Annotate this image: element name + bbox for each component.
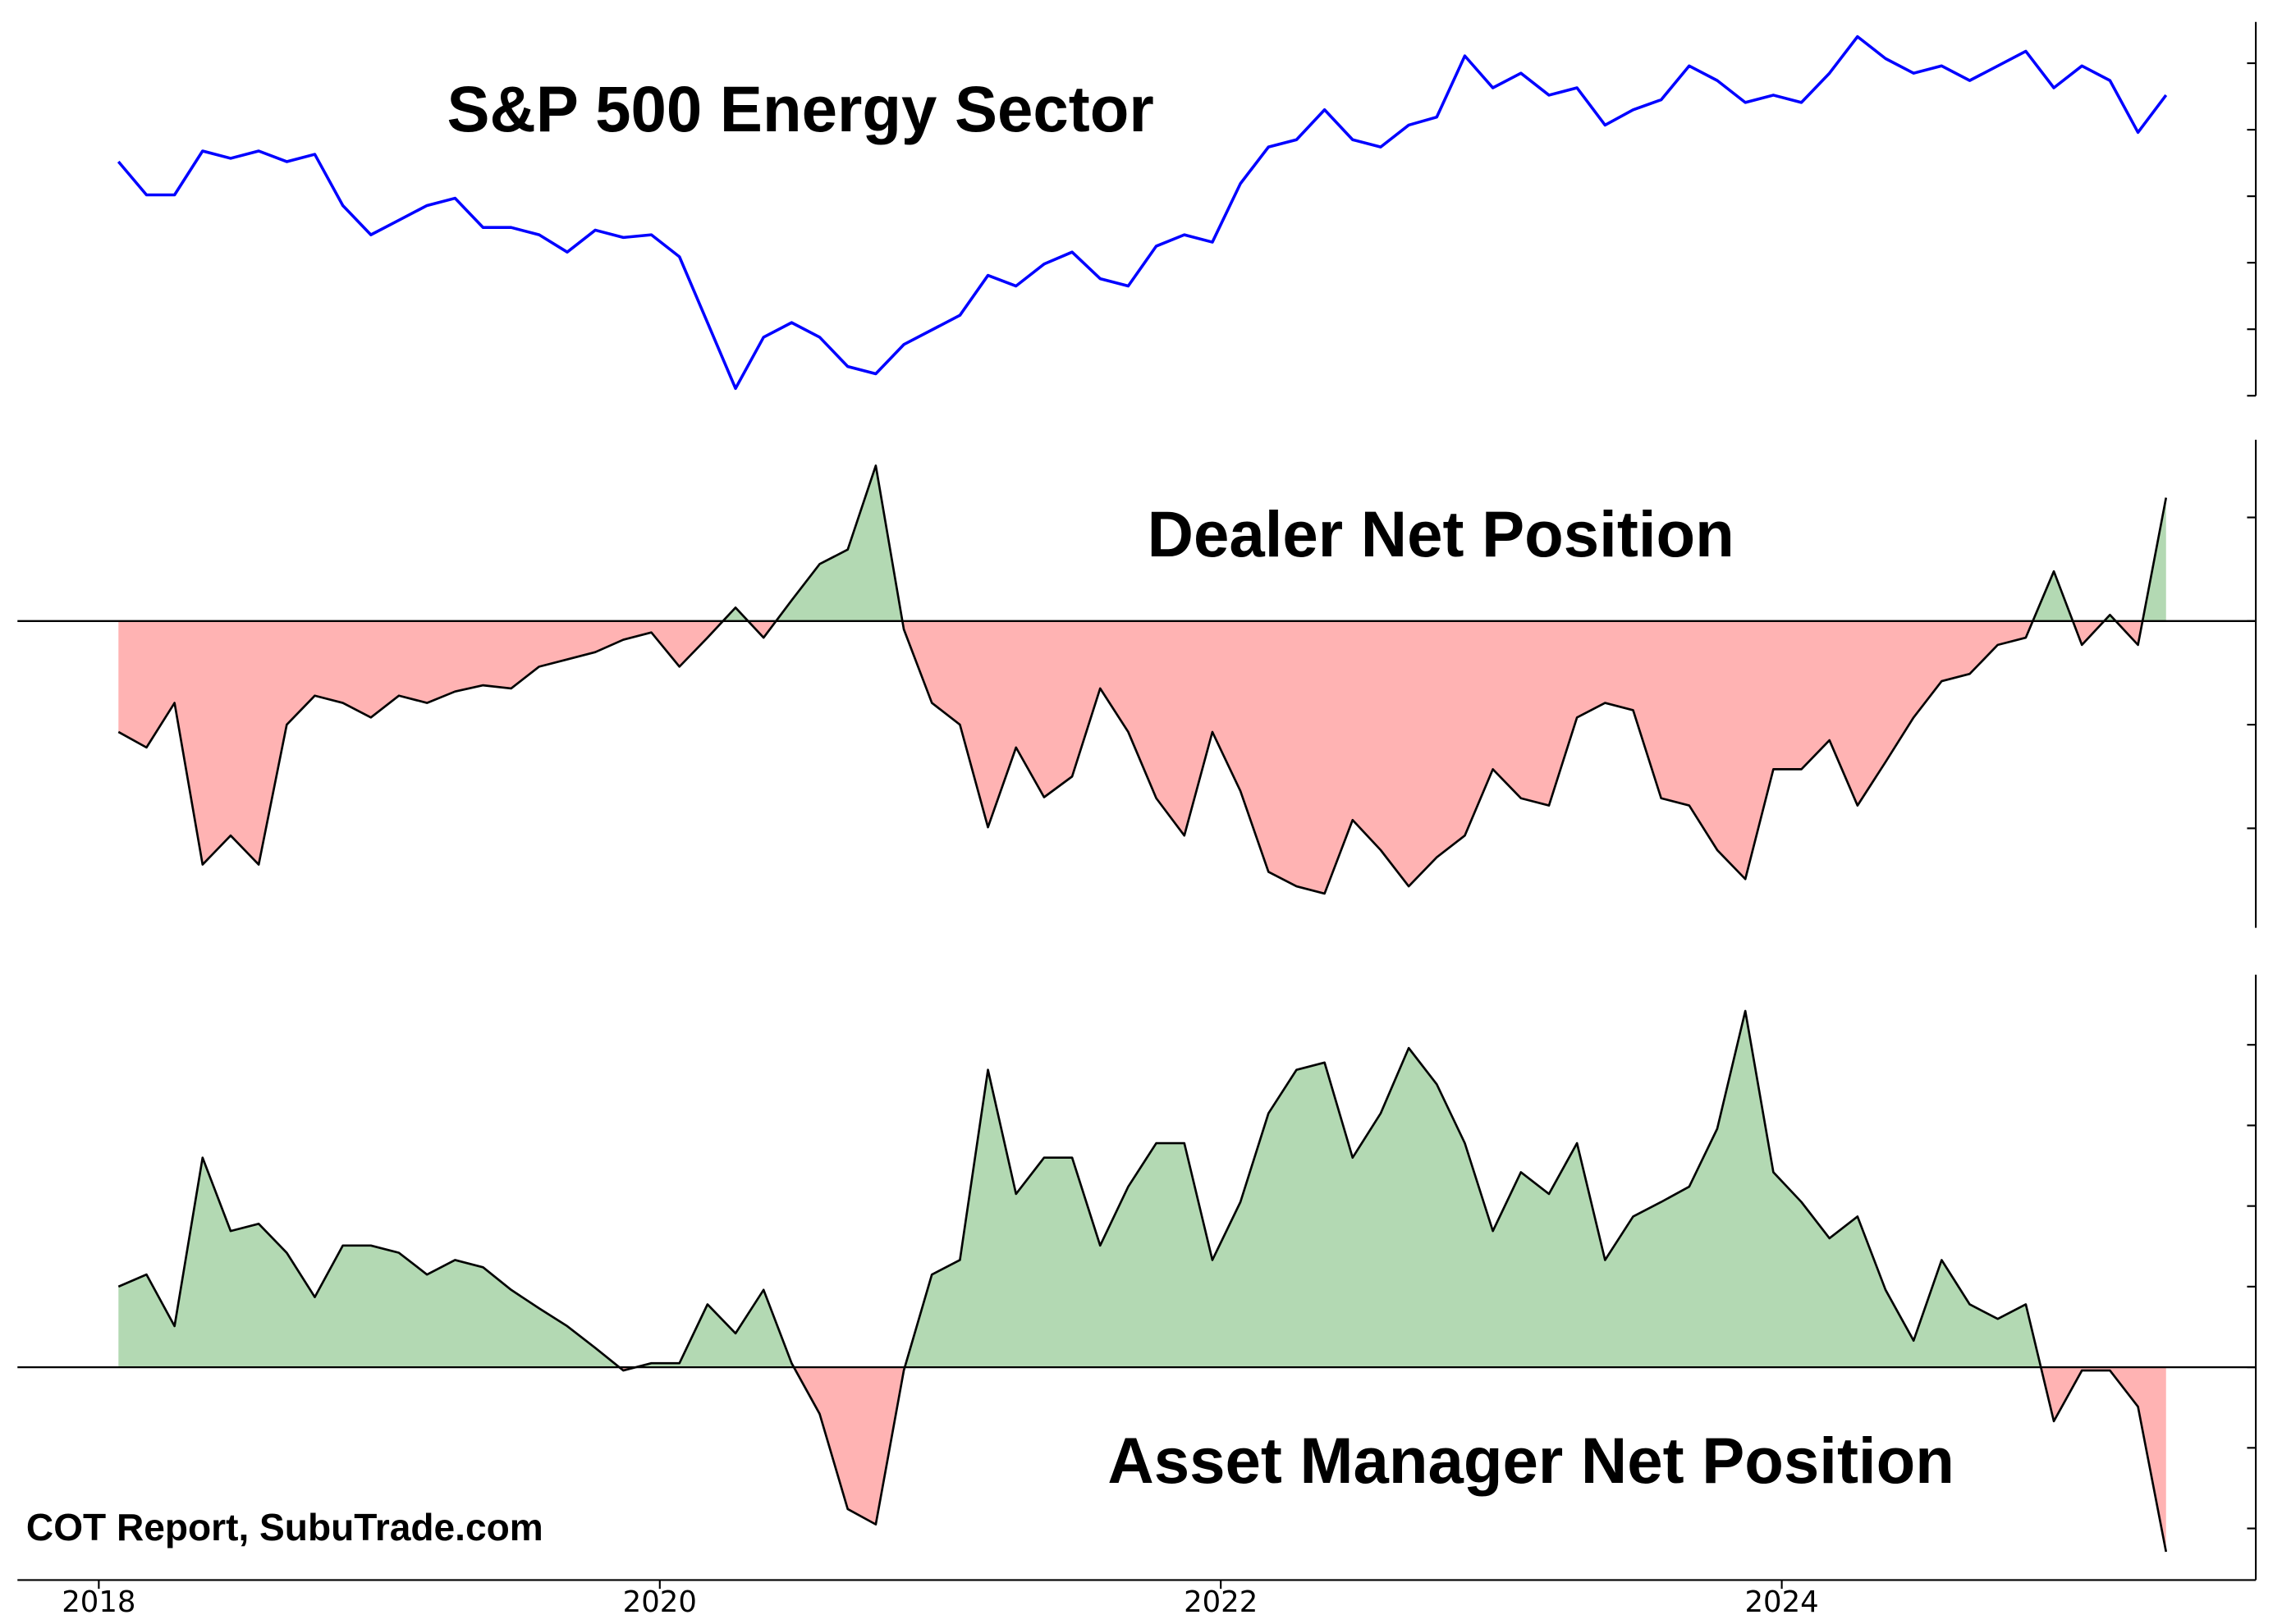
chart-title: Asset Manager Net Position xyxy=(1107,1425,1954,1497)
x-tick-label: 2018 xyxy=(62,1585,135,1619)
line xyxy=(117,464,2168,895)
area-fill xyxy=(776,465,903,621)
line xyxy=(117,1009,2168,1553)
area-fill xyxy=(2041,1367,2166,1553)
area-fill xyxy=(748,620,777,638)
area-fill xyxy=(722,607,749,621)
chart-title: S&P 500 Energy Sector xyxy=(447,73,1154,145)
source-note: COT Report, SubuTrade.com xyxy=(26,1506,543,1549)
x-tick-label: 2020 xyxy=(623,1585,697,1619)
area-fill xyxy=(635,1289,795,1368)
chart-title: Dealer Net Position xyxy=(1148,498,1734,570)
area-fill xyxy=(2032,571,2074,621)
area-fill xyxy=(902,620,2033,894)
x-tick-label: 2022 xyxy=(1184,1585,1258,1619)
area-fill xyxy=(118,620,723,865)
area-fill xyxy=(905,1010,2041,1368)
area-fill xyxy=(794,1367,905,1525)
line xyxy=(117,34,2168,391)
area-fill xyxy=(118,1157,620,1368)
x-tick-label: 2024 xyxy=(1744,1585,1818,1619)
